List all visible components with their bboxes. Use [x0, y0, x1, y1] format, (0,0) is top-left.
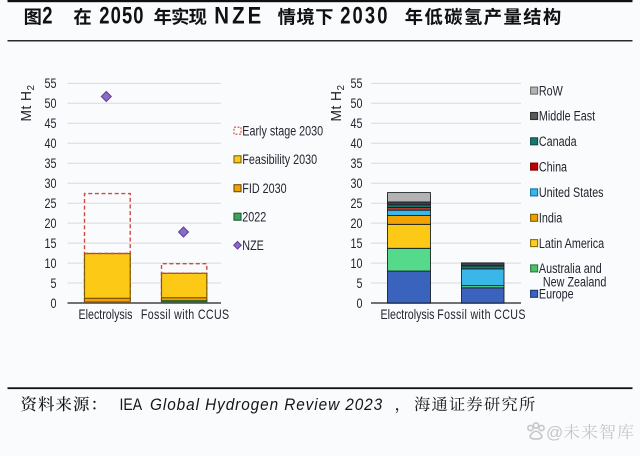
svg-text:IEA: IEA — [120, 396, 143, 414]
svg-text:Canada: Canada — [539, 134, 577, 150]
svg-text:50: 50 — [351, 96, 363, 112]
svg-text:35: 35 — [45, 156, 57, 172]
svg-text:Fossil with CCUS: Fossil with CCUS — [141, 307, 230, 323]
svg-text:Middle East: Middle East — [539, 108, 596, 124]
svg-text:Electrolysis: Electrolysis — [381, 307, 435, 323]
svg-text:India: India — [539, 210, 562, 226]
svg-text:40: 40 — [45, 136, 57, 152]
svg-text:2050: 2050 — [99, 1, 144, 29]
svg-text:Mt H2: Mt H2 — [18, 85, 37, 122]
svg-text:45: 45 — [45, 116, 57, 132]
svg-text:20: 20 — [45, 216, 57, 232]
svg-text:China: China — [539, 159, 567, 175]
svg-text:Early stage 2030: Early stage 2030 — [242, 123, 323, 139]
svg-text:25: 25 — [45, 196, 57, 212]
svg-text:2030: 2030 — [340, 1, 389, 29]
svg-text:50: 50 — [45, 96, 57, 112]
svg-text:FID 2030: FID 2030 — [242, 181, 286, 197]
svg-text:55: 55 — [351, 76, 363, 92]
svg-text:10: 10 — [351, 256, 363, 272]
svg-text:45: 45 — [351, 116, 363, 132]
svg-text:RoW: RoW — [539, 83, 563, 99]
svg-text:0: 0 — [357, 295, 363, 311]
svg-text:15: 15 — [351, 236, 363, 252]
svg-text:New Zealand: New Zealand — [543, 274, 607, 290]
svg-text:Feasibility 2030: Feasibility 2030 — [242, 152, 317, 168]
svg-text:Global Hydrogen Review 2023: Global Hydrogen Review 2023 — [150, 397, 383, 415]
svg-text:Europe: Europe — [539, 286, 574, 302]
svg-text:25: 25 — [351, 196, 363, 212]
svg-text:NZE: NZE — [214, 2, 264, 29]
svg-text:15: 15 — [45, 236, 57, 252]
svg-text:United States: United States — [539, 185, 604, 201]
svg-text:0: 0 — [51, 295, 57, 311]
svg-text:35: 35 — [351, 156, 363, 172]
svg-text:Electrolysis: Electrolysis — [79, 307, 133, 323]
svg-text:30: 30 — [351, 176, 363, 192]
svg-text:2022: 2022 — [242, 209, 266, 225]
svg-text:40: 40 — [351, 136, 363, 152]
svg-text:2: 2 — [42, 1, 53, 29]
svg-text:5: 5 — [51, 276, 57, 292]
svg-text:10: 10 — [45, 256, 57, 272]
svg-text:Australia and: Australia and — [539, 261, 602, 277]
svg-text:@: @ — [546, 423, 563, 442]
svg-text:30: 30 — [45, 176, 57, 192]
svg-text:Mt H2: Mt H2 — [328, 85, 347, 122]
svg-text:Fossil with CCUS: Fossil with CCUS — [437, 307, 526, 323]
svg-text:Latin America: Latin America — [539, 235, 604, 251]
svg-text:20: 20 — [351, 216, 363, 232]
svg-text:5: 5 — [357, 276, 363, 292]
svg-text:NZE: NZE — [242, 238, 264, 254]
svg-text:55: 55 — [45, 76, 57, 92]
